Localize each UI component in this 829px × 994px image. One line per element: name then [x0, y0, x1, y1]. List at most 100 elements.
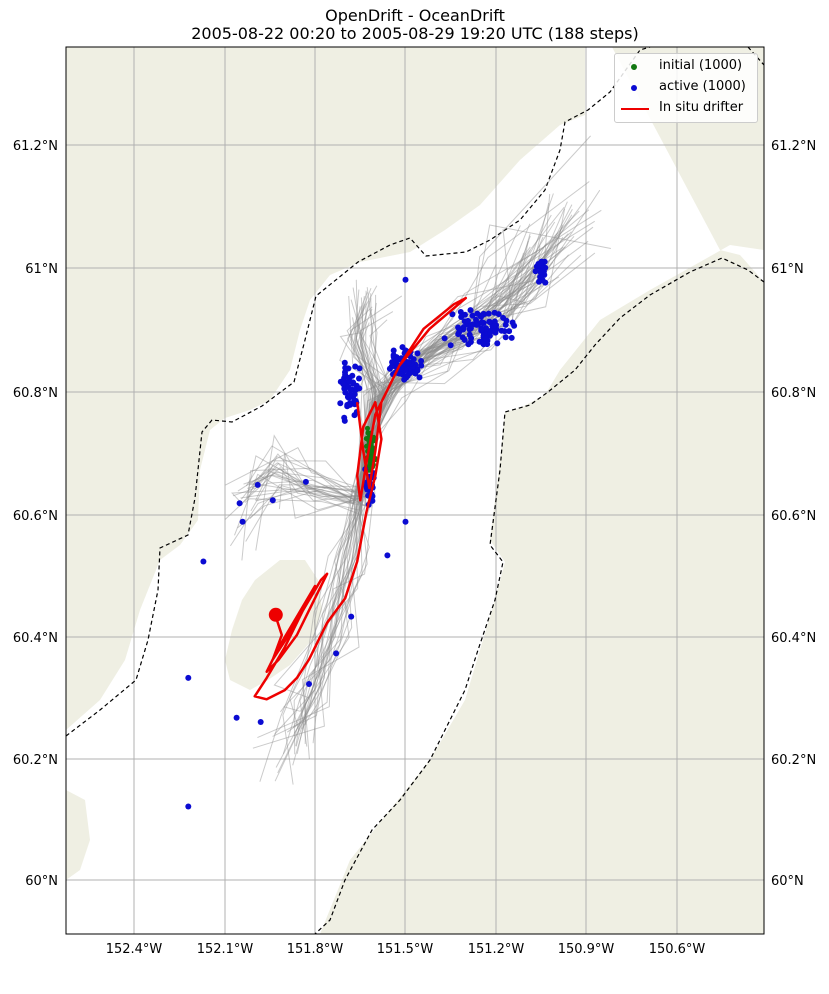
- initial-particle: [370, 445, 375, 450]
- trajectory-line: [360, 297, 378, 454]
- active-particle: [347, 400, 353, 407]
- trajectory-line: [349, 295, 403, 449]
- trajectory-line: [370, 240, 529, 452]
- trajectory-line: [367, 275, 534, 449]
- land-southwest: [66, 790, 90, 880]
- trajectory-line: [364, 265, 539, 453]
- trajectory-line: [363, 208, 566, 452]
- legend-initial-label: initial (1000): [659, 58, 743, 73]
- active-particle: [233, 714, 240, 721]
- active-particle: [441, 335, 448, 342]
- active-particle: [340, 381, 347, 387]
- trajectory-line: [366, 276, 535, 451]
- lat-label-right-60: 60°N: [771, 874, 804, 889]
- trajectory-line: [352, 287, 374, 445]
- lat-label-right-60-4: 60.4°N: [771, 631, 816, 646]
- active-particle: [302, 478, 309, 485]
- land-northeast: [320, 47, 764, 934]
- active-particle: [418, 358, 425, 364]
- active-particle: [257, 719, 264, 725]
- trajectory-line: [353, 324, 387, 451]
- trajectory-line: [304, 452, 367, 745]
- land-northwest: [66, 47, 585, 730]
- active-particle: [480, 341, 487, 348]
- trajectory-line: [360, 228, 515, 445]
- active-particle: [538, 258, 545, 265]
- trajectory-line: [252, 448, 376, 749]
- active-particle: [356, 375, 362, 382]
- legend-item-active: active (1000): [615, 78, 757, 98]
- trajectory-line: [277, 449, 369, 774]
- trajectory-line: [368, 232, 559, 451]
- lon-label-151-8: 151.8°W: [287, 942, 344, 957]
- trajectory-line: [282, 446, 367, 785]
- active-particle: [501, 328, 508, 335]
- trajectory-line: [364, 275, 542, 453]
- drifter-end-marker: [268, 607, 283, 622]
- active-particle: [486, 318, 493, 325]
- active-particle: [333, 650, 340, 657]
- trajectory-line: [368, 236, 560, 448]
- active-particle: [389, 359, 396, 366]
- active-particle: [236, 500, 243, 507]
- trajectory-line: [366, 252, 596, 455]
- active-particle: [487, 329, 493, 336]
- active-particle: [403, 374, 410, 381]
- active-particle: [535, 262, 542, 269]
- active-particle: [342, 364, 349, 371]
- trajectory-line: [296, 448, 367, 754]
- in-situ-drifter-track: [253, 296, 468, 701]
- active-particle: [347, 386, 354, 393]
- active-particle: [474, 310, 481, 317]
- gridlines: [66, 47, 764, 934]
- active-particle: [388, 363, 395, 370]
- active-particle: [269, 497, 276, 504]
- lat-label-right-61: 61°N: [771, 262, 804, 277]
- lat-label-left-61-2: 61.2°N: [13, 139, 58, 154]
- lon-label-151-5: 151.5°W: [377, 942, 434, 957]
- plot-frame: [65, 46, 765, 935]
- active-particle: [503, 317, 510, 324]
- trajectory-line: [274, 447, 364, 782]
- active-particle: [346, 391, 353, 398]
- active-particle: [410, 356, 417, 363]
- trajectory-line: [273, 446, 368, 699]
- active-particle: [483, 325, 489, 332]
- active-particle: [406, 359, 412, 366]
- active-particle: [342, 371, 349, 378]
- lat-label-right-60-2: 60.2°N: [771, 753, 816, 768]
- active-particle: [418, 362, 425, 369]
- legend-drifter-label: In situ drifter: [659, 100, 744, 115]
- lat-label-right-60-6: 60.6°N: [771, 509, 816, 524]
- active-particle: [482, 335, 489, 342]
- trajectory-line: [295, 448, 369, 747]
- active-particle: [490, 323, 497, 329]
- trajectory-line: [368, 254, 582, 453]
- active-particle: [348, 613, 355, 620]
- trajectory-line: [359, 244, 546, 445]
- active-particle: [532, 268, 539, 275]
- active-particle: [402, 518, 409, 525]
- active-particle: [341, 414, 348, 421]
- active-particle: [479, 319, 486, 326]
- trajectory-line: [244, 449, 375, 511]
- trajectory-line: [369, 209, 602, 447]
- active-particle: [466, 331, 473, 338]
- figure-title: OpenDrift - OceanDrift: [325, 6, 505, 25]
- trajectory-line: [359, 300, 372, 454]
- lat-label-left-60-4: 60.4°N: [13, 631, 58, 646]
- active-particle: [416, 374, 423, 381]
- trajectory-line: [293, 450, 365, 755]
- trajectory-line: [364, 254, 569, 449]
- active-particle: [390, 352, 397, 359]
- lon-label-152-4: 152.4°W: [106, 942, 163, 957]
- trajectory-line: [350, 299, 376, 454]
- trajectory-line: [365, 290, 380, 450]
- lat-label-right-61-2: 61.2°N: [771, 139, 816, 154]
- trajectory-line: [350, 288, 374, 452]
- trajectory-line: [366, 261, 554, 453]
- trajectory-line: [240, 446, 371, 505]
- active-particle: [508, 334, 515, 341]
- trajectory-line: [365, 243, 548, 449]
